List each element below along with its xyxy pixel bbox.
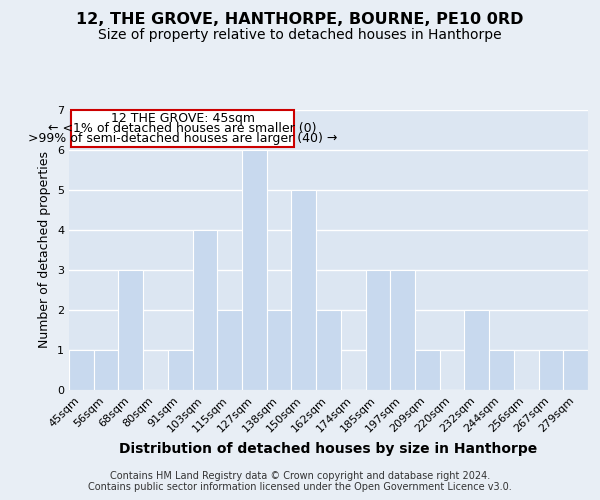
Bar [415, 350, 440, 390]
Bar [193, 230, 217, 390]
Bar [69, 350, 94, 390]
Text: ← <1% of detached houses are smaller (0): ← <1% of detached houses are smaller (0) [49, 122, 317, 135]
Y-axis label: Number of detached properties: Number of detached properties [38, 152, 52, 348]
Text: 12, THE GROVE, HANTHORPE, BOURNE, PE10 0RD: 12, THE GROVE, HANTHORPE, BOURNE, PE10 0… [76, 12, 524, 28]
Bar [316, 310, 341, 390]
X-axis label: Distribution of detached houses by size in Hanthorpe: Distribution of detached houses by size … [119, 442, 538, 456]
Text: >99% of semi-detached houses are larger (40) →: >99% of semi-detached houses are larger … [28, 132, 337, 145]
Text: Size of property relative to detached houses in Hanthorpe: Size of property relative to detached ho… [98, 28, 502, 42]
FancyBboxPatch shape [71, 110, 294, 147]
Bar [563, 350, 588, 390]
Text: Contains public sector information licensed under the Open Government Licence v3: Contains public sector information licen… [88, 482, 512, 492]
Bar [292, 190, 316, 390]
Text: 12 THE GROVE: 45sqm: 12 THE GROVE: 45sqm [110, 112, 254, 124]
Bar [94, 350, 118, 390]
Bar [464, 310, 489, 390]
Bar [539, 350, 563, 390]
Bar [390, 270, 415, 390]
Bar [242, 150, 267, 390]
Bar [365, 270, 390, 390]
Bar [217, 310, 242, 390]
Bar [118, 270, 143, 390]
Text: Contains HM Land Registry data © Crown copyright and database right 2024.: Contains HM Land Registry data © Crown c… [110, 471, 490, 481]
Bar [267, 310, 292, 390]
Bar [489, 350, 514, 390]
Bar [168, 350, 193, 390]
